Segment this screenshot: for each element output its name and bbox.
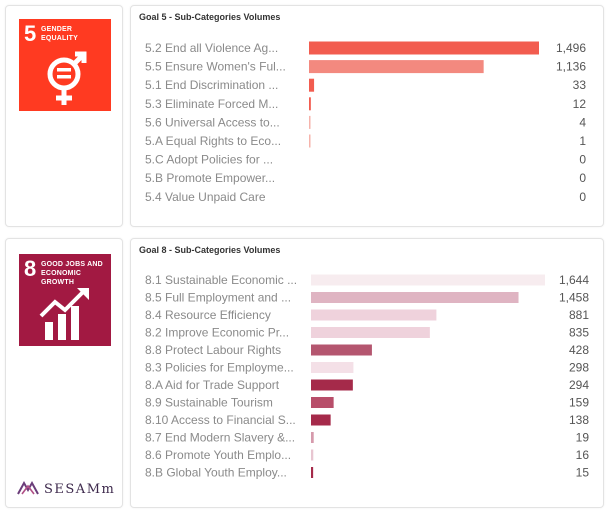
goal8-bar[interactable]	[311, 309, 437, 321]
goal8-bar[interactable]	[311, 414, 331, 426]
goal8-bar[interactable]	[311, 274, 545, 286]
goal5-bar[interactable]	[309, 60, 484, 74]
goal8-chart-title: Goal 8 - Sub-Categories Volumes	[139, 245, 281, 255]
goal5-value-label: 0	[579, 171, 586, 185]
goal8-value-label: 16	[576, 448, 590, 462]
goal8-bar[interactable]	[311, 344, 372, 356]
goal8-bar-chart: 8.1 Sustainable Economic ... 1,644 8.5 Ful…	[145, 273, 590, 480]
goal5-category-label: 5.2 End all Violence Ag...	[145, 41, 278, 55]
goal8-category-label: 8.2 Improve Economic Pr...	[145, 326, 289, 340]
goal8-value-label: 19	[576, 431, 590, 445]
sdg5-name: GENDER EQUALITY	[41, 26, 78, 42]
goal5-bar[interactable]	[309, 78, 315, 92]
goal8-category-label: 8.8 Protect Labour Rights	[145, 343, 281, 357]
goal5-bar[interactable]	[309, 41, 539, 55]
goal8-bar[interactable]	[311, 362, 354, 373]
goal8-category-label: 8.5 Full Employment and ...	[145, 291, 291, 305]
sdg8-number: 8	[24, 256, 37, 281]
goal5-category-label: 5.4 Value Unpaid Care	[145, 190, 266, 204]
goal5-value-label: 1,136	[556, 60, 586, 74]
goal8-category-label: 8.6 Promote Youth Emplo...	[145, 448, 291, 462]
goal8-category-label: 8.4 Resource Efficiency	[145, 308, 271, 322]
goal8-value-label: 15	[576, 466, 590, 480]
goal8-value-label: 1,644	[559, 273, 589, 287]
goal8-category-label: 8.B Global Youth Employ...	[145, 466, 287, 480]
sdg5-number: 5	[24, 21, 37, 46]
goal5-value-label: 12	[573, 97, 587, 111]
goal8-value-label: 159	[569, 396, 589, 410]
goal5-chart-title: Goal 5 - Sub-Categories Volumes	[139, 12, 281, 22]
goal5-bar-chart: 5.2 End all Violence Ag... 1,496 5.5 Ensur…	[145, 41, 587, 204]
brand-name: SESAMm	[44, 481, 116, 497]
sesamm-logo-icon	[17, 480, 39, 495]
goal5-category-label: 5.5 Ensure Women's Ful...	[145, 60, 286, 74]
goal8-bar[interactable]	[311, 449, 314, 461]
goal8-bar[interactable]	[311, 432, 314, 443]
goal5-value-label: 0	[579, 190, 586, 204]
goal8-value-label: 835	[569, 326, 589, 340]
gender-equality-icon	[47, 51, 87, 105]
goal5-category-label: 5.6 Universal Access to...	[145, 115, 280, 129]
goal8-icon-card: 8 GOOD JOBS AND ECONOMIC GROWTH SESAMm	[5, 238, 123, 508]
goal8-category-label: 8.7 End Modern Slavery &...	[145, 431, 295, 445]
goal5-bar[interactable]	[309, 97, 311, 111]
goal5-category-label: 5.3 Eliminate Forced M...	[145, 97, 278, 111]
goal5-value-label: 0	[579, 153, 586, 167]
goal5-value-label: 1	[579, 134, 586, 148]
goal8-value-label: 294	[569, 378, 589, 392]
goal5-value-label: 1,496	[556, 41, 586, 55]
goal8-category-label: 8.3 Policies for Employme...	[145, 361, 294, 375]
goal8-bar[interactable]	[311, 379, 353, 391]
goal8-value-label: 881	[569, 308, 589, 322]
goal8-bar[interactable]	[311, 292, 519, 303]
goal5-value-label: 4	[579, 115, 586, 129]
goal5-category-label: 5.1 End Discrimination ...	[145, 78, 278, 92]
brand-logo: SESAMm	[16, 479, 115, 499]
goal5-bar[interactable]	[309, 134, 311, 148]
goal8-value-label: 298	[569, 361, 589, 375]
sdg5-tile[interactable]: 5 GENDER EQUALITY	[19, 19, 111, 111]
sdg8-name: GOOD JOBS AND ECONOMIC GROWTH	[41, 261, 103, 286]
goal5-category-label: 5.A Equal Rights to Eco...	[145, 134, 281, 148]
goal8-value-label: 1,458	[559, 291, 589, 305]
goal8-value-label: 428	[569, 343, 589, 357]
goal5-category-label: 5.C Adopt Policies for ...	[145, 153, 273, 167]
goal5-chart-card: Goal 5 - Sub-Categories Volumes 5.2 End …	[130, 5, 604, 227]
goal5-value-label: 33	[573, 78, 587, 92]
goal8-bar[interactable]	[311, 467, 314, 478]
goal8-bar[interactable]	[311, 397, 334, 408]
goal8-category-label: 8.1 Sustainable Economic ...	[145, 273, 297, 287]
goal8-value-label: 138	[569, 413, 589, 427]
goal8-category-label: 8.10 Access to Financial S...	[145, 413, 296, 427]
goal8-category-label: 8.A Aid for Trade Support	[145, 378, 280, 392]
goal5-icon-card: 5 GENDER EQUALITY	[5, 5, 123, 227]
goal8-bar[interactable]	[311, 327, 430, 338]
sdg8-tile[interactable]: 8 GOOD JOBS AND ECONOMIC GROWTH	[19, 254, 111, 346]
goal8-category-label: 8.9 Sustainable Tourism	[145, 396, 273, 410]
growth-chart-icon	[39, 288, 89, 340]
goal5-category-label: 5.B Promote Empower...	[145, 171, 275, 185]
goal5-bar[interactable]	[309, 115, 311, 129]
goal8-chart-card: Goal 8 - Sub-Categories Volumes 8.1 Sust…	[130, 238, 604, 508]
